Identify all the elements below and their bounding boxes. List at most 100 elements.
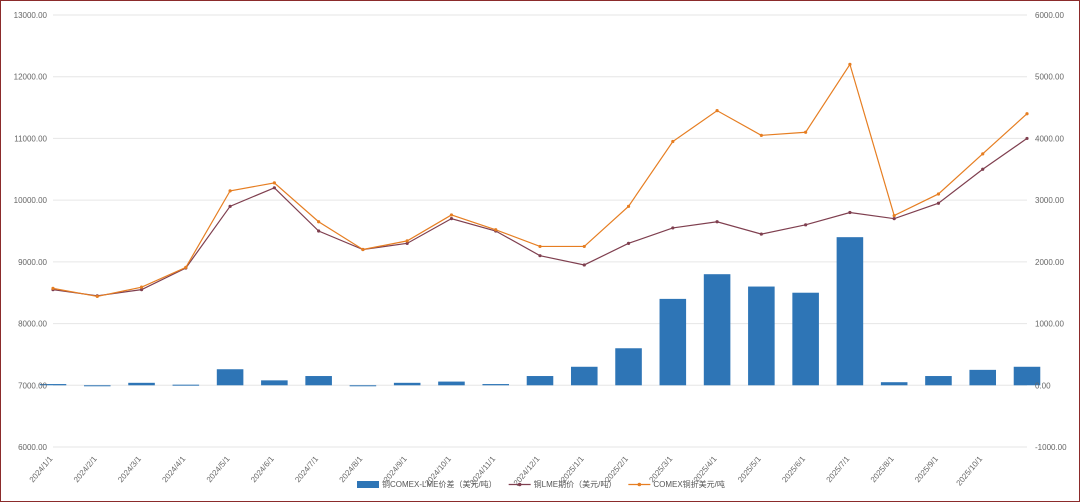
comex-price-point [449,213,454,217]
lme-price-point [1025,136,1029,141]
comex-price-point [804,130,808,134]
lme-price-point [715,220,719,224]
left-tick-label: 8000.00 [18,320,47,329]
left-tick-label: 10000.00 [14,196,48,205]
legend-label: 铜COMEX-LME价差（美元/吨） [382,479,497,489]
comex-price-point [494,228,498,232]
spread-bar [216,369,244,386]
left-tick-label: 11000.00 [14,134,47,143]
lme-price-point [582,263,586,267]
comex-price-point [317,220,321,224]
lme-price-point [671,226,675,230]
comex-price-point [582,244,586,249]
lme-price-point [272,186,276,190]
spread-bar [39,384,67,386]
comex-price-point [538,244,542,249]
x-tick-label: 2025/10/1 [954,454,984,487]
spread-bar [172,384,200,386]
line-series [51,62,1029,299]
lme-price-point [936,201,941,205]
lme-price-point [981,167,985,171]
spread-bar [261,380,288,386]
x-tick-label: 2024/4/1 [160,454,187,484]
lme-price-line [52,137,1028,297]
right-tick-label: -1000.00 [1035,443,1067,452]
left-axis-ticks: 6000.00 7000.00 8000.00 9000.00 10000.00 1100… [14,11,48,452]
spread-bar [880,382,908,386]
x-tick-label: 2025/9/1 [913,454,940,484]
comex-price-point [361,247,365,252]
spread-bar [526,376,554,386]
right-tick-label: 5000.00 [1035,73,1064,82]
comex-price-point [892,213,896,218]
spread-bar [836,237,864,386]
spread-bar [703,274,731,386]
lme-price-point [848,210,852,215]
spread-bar [1013,366,1041,386]
spread-bar [83,385,111,387]
lme-price-point [139,288,144,292]
comex-price-point [139,285,144,289]
x-tick-label: 2024/7/1 [293,454,320,484]
legend-swatch-bar [357,481,379,488]
comex-price-point [184,265,188,270]
left-tick-label: 6000.00 [18,443,47,452]
spread-bar [305,376,332,386]
left-tick-label: 9000.00 [18,258,47,267]
right-tick-label: 6000.00 [1035,11,1064,20]
x-tick-label: 2025/7/1 [825,454,852,484]
comex-price-point [981,152,985,156]
lme-price-point [538,254,542,258]
comex-price-point [715,109,719,113]
spread-bar [615,348,642,386]
right-tick-label: 0.00 [1035,381,1051,390]
x-tick-label: 2025/6/1 [780,454,807,484]
comex-price-point [228,189,232,193]
right-axis-ticks: -1000.00 0.00 1000.00 2000.00 3000.00 4000.00… [1035,11,1067,452]
spread-bar [438,381,465,386]
spread-bar [482,384,510,386]
spread-bar [349,385,377,387]
legend: 铜COMEX-LME价差（美元/吨） 铜LME期价（美元/吨） COMEX铜折美元/… [357,479,725,489]
lme-price-point [892,217,896,221]
comex-price-point [272,181,276,185]
legend-label: COMEX铜折美元/吨 [653,479,725,489]
spread-bar [570,366,598,386]
x-tick-label: 2025/8/1 [869,454,896,484]
right-tick-label: 3000.00 [1035,196,1064,205]
right-tick-label: 2000.00 [1035,258,1064,267]
left-tick-label: 13000.00 [14,11,48,20]
spread-bar [659,298,687,386]
comex-price-point [936,192,941,196]
comex-price-point [1025,112,1029,116]
comex-price-point [51,286,55,290]
x-tick-label: 2024/5/1 [205,454,232,484]
spread-bar [393,382,421,386]
legend-swatch-marker [517,482,522,487]
x-tick-label: 2024/1/1 [28,454,55,484]
left-tick-label: 7000.00 [18,381,47,390]
bar-series [39,237,1041,387]
lme-price-point [228,204,232,208]
lme-price-point [405,241,409,245]
comex-price-point [759,133,763,137]
comex-price-point [626,204,631,208]
lme-price-point [804,223,808,227]
legend-swatch-marker [637,482,642,487]
x-tick-label: 2024/6/1 [249,454,276,484]
lme-price-point [449,217,454,221]
spread-bar [792,292,819,386]
lme-price-point [759,232,763,236]
comex-price-point [671,139,675,144]
left-tick-label: 12000.00 [14,73,48,82]
comex-price-point [95,294,99,299]
comex-price-point [405,239,409,243]
comex-price-point [848,62,852,66]
spread-bar [969,369,997,386]
x-tick-label: 2024/8/1 [338,454,365,484]
spread-bar [925,376,952,386]
right-tick-label: 4000.00 [1035,134,1064,143]
x-tick-label: 2025/5/1 [736,454,763,484]
